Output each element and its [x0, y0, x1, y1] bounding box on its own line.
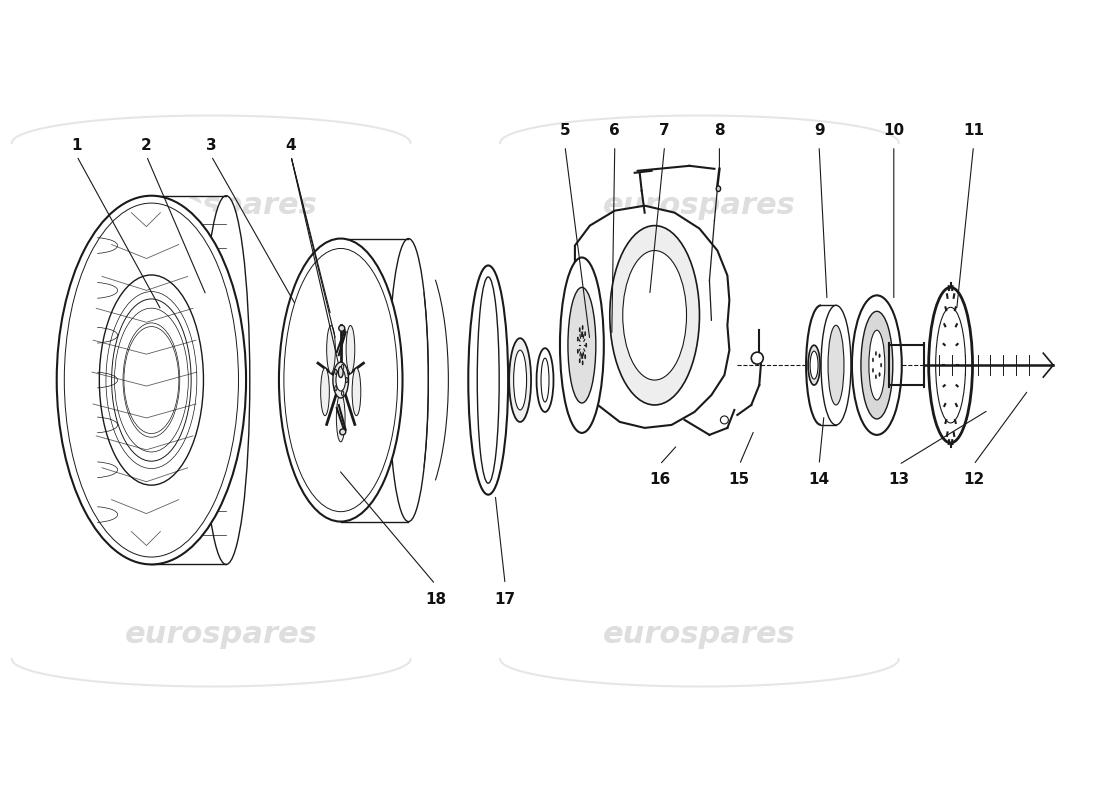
Text: eurospares: eurospares — [603, 191, 796, 220]
Ellipse shape — [861, 311, 893, 419]
Text: 16: 16 — [649, 472, 670, 487]
Ellipse shape — [321, 368, 329, 416]
Ellipse shape — [99, 275, 204, 485]
Text: 13: 13 — [888, 472, 910, 487]
Ellipse shape — [810, 351, 818, 379]
Ellipse shape — [869, 330, 884, 400]
Ellipse shape — [341, 364, 343, 370]
Text: eurospares: eurospares — [124, 620, 318, 649]
Ellipse shape — [514, 350, 527, 410]
Ellipse shape — [751, 352, 763, 364]
Ellipse shape — [720, 416, 728, 424]
Ellipse shape — [828, 326, 844, 405]
Ellipse shape — [337, 394, 345, 442]
Text: 6: 6 — [609, 123, 620, 138]
Text: 3: 3 — [206, 138, 217, 154]
Ellipse shape — [345, 378, 348, 382]
Ellipse shape — [327, 326, 336, 374]
Ellipse shape — [872, 368, 873, 372]
Ellipse shape — [876, 351, 877, 355]
Text: 15: 15 — [729, 472, 750, 487]
Ellipse shape — [14, 190, 288, 570]
Ellipse shape — [876, 374, 877, 378]
Text: 9: 9 — [814, 123, 824, 138]
Ellipse shape — [340, 429, 345, 435]
Ellipse shape — [333, 362, 349, 398]
Ellipse shape — [279, 238, 403, 522]
Ellipse shape — [346, 326, 355, 374]
Text: 14: 14 — [808, 472, 829, 487]
Text: 1: 1 — [72, 138, 81, 154]
Ellipse shape — [202, 196, 250, 565]
Ellipse shape — [872, 358, 873, 362]
Text: 7: 7 — [659, 123, 670, 138]
Ellipse shape — [928, 287, 972, 443]
Ellipse shape — [808, 345, 821, 385]
Text: 5: 5 — [560, 123, 570, 138]
Ellipse shape — [336, 369, 345, 391]
Ellipse shape — [879, 354, 880, 358]
Ellipse shape — [334, 386, 337, 390]
Ellipse shape — [341, 391, 343, 396]
Ellipse shape — [880, 363, 882, 367]
Text: 4: 4 — [286, 138, 296, 154]
Text: eurospares: eurospares — [603, 620, 796, 649]
Ellipse shape — [352, 368, 361, 416]
Ellipse shape — [560, 258, 604, 433]
Text: 12: 12 — [962, 472, 984, 487]
Ellipse shape — [469, 266, 508, 494]
Ellipse shape — [537, 348, 553, 412]
Polygon shape — [573, 206, 729, 428]
Ellipse shape — [388, 238, 428, 522]
Text: 2: 2 — [141, 138, 152, 154]
Text: 10: 10 — [883, 123, 904, 138]
Ellipse shape — [879, 373, 880, 377]
Text: 18: 18 — [425, 592, 446, 607]
Ellipse shape — [339, 366, 343, 378]
Ellipse shape — [623, 250, 686, 380]
Text: 8: 8 — [714, 123, 725, 138]
Ellipse shape — [716, 186, 720, 191]
Ellipse shape — [851, 295, 902, 435]
Ellipse shape — [609, 226, 700, 405]
Text: eurospares: eurospares — [124, 191, 318, 220]
Ellipse shape — [821, 306, 851, 425]
Text: 11: 11 — [962, 123, 984, 138]
Ellipse shape — [339, 326, 344, 331]
Ellipse shape — [509, 338, 531, 422]
Ellipse shape — [57, 196, 246, 565]
Text: 17: 17 — [495, 592, 516, 607]
Ellipse shape — [568, 287, 596, 403]
Ellipse shape — [334, 370, 337, 374]
